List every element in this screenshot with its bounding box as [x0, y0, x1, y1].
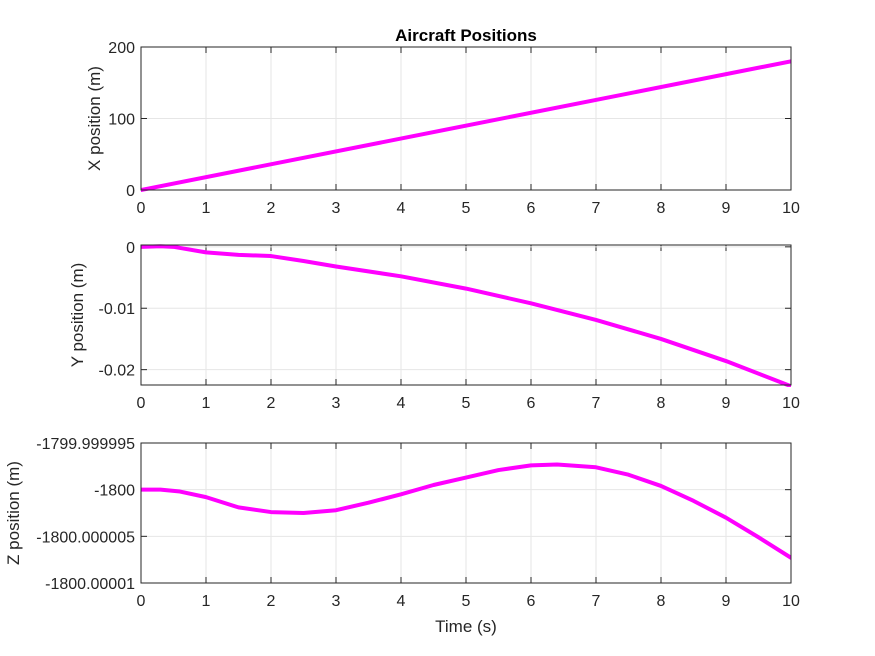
- x-tick-label: 9: [722, 593, 731, 610]
- x-tick-label: 1: [202, 395, 211, 412]
- x-tick-label: 6: [527, 200, 536, 217]
- x-tick-label: 8: [657, 200, 666, 217]
- y-tick-label: -1800.000005: [36, 529, 135, 546]
- y-axis-label: X position (m): [85, 66, 104, 171]
- subplot-3: 0 1 2 3 4 5 6 7 8 9 10 -1800.00001 -1800.000005 -1800…: [4, 436, 800, 636]
- x-tick-label: 3: [332, 395, 341, 412]
- subplot-2: 0 1 2 3 4 5 6 7 8 9 10 -0.02 -0.01 0 Y position (m): [68, 240, 800, 412]
- x-axis-label: Time (s): [435, 617, 497, 636]
- x-tick-label: 7: [592, 395, 601, 412]
- x-tick-label: 5: [462, 200, 471, 217]
- x-tick-label: 9: [722, 395, 731, 412]
- x-tick-label: 3: [332, 200, 341, 217]
- y-axis-label: Z position (m): [4, 461, 23, 565]
- x-tick-label: 4: [397, 395, 406, 412]
- x-tick-label: 2: [267, 395, 276, 412]
- x-tick-label: 10: [782, 395, 800, 412]
- x-tick-label: 4: [397, 593, 406, 610]
- axes-frame: [140, 442, 792, 584]
- y-tick-label: -1800.00001: [45, 576, 135, 593]
- x-tick-label: 5: [462, 593, 471, 610]
- x-tick-label: 2: [267, 593, 276, 610]
- x-tick-label: 6: [527, 395, 536, 412]
- x-tick-label: 8: [657, 395, 666, 412]
- x-tick-label: 1: [202, 200, 211, 217]
- x-tick-label: 7: [592, 200, 601, 217]
- x-tick-label: 2: [267, 200, 276, 217]
- y-tick-label: -0.01: [99, 301, 136, 318]
- x-tick-label: 10: [782, 593, 800, 610]
- x-tick-label: 0: [137, 593, 146, 610]
- y-axis-label: Y position (m): [68, 263, 87, 368]
- x-tick-label: 0: [137, 200, 146, 217]
- series-line-1: [141, 59, 791, 192]
- y-tick-label: 200: [108, 40, 135, 57]
- y-tick-label: 100: [108, 112, 135, 129]
- x-tick-label: 7: [592, 593, 601, 610]
- x-tick-label: 0: [137, 395, 146, 412]
- series-line-1: [141, 462, 791, 560]
- x-tick-label: 9: [722, 200, 731, 217]
- y-tick-label: 0: [126, 240, 135, 257]
- y-tick-label: -1799.999995: [36, 436, 135, 453]
- axes-frame: [140, 244, 792, 386]
- x-tick-label: 1: [202, 593, 211, 610]
- x-tick-label: 10: [782, 200, 800, 217]
- y-tick-label: -1800: [94, 483, 135, 500]
- y-tick-label: -0.02: [99, 363, 136, 380]
- x-tick-label: 6: [527, 593, 536, 610]
- x-tick-label: 4: [397, 200, 406, 217]
- x-tick-label: 3: [332, 593, 341, 610]
- chart-title: Aircraft Positions: [395, 26, 537, 45]
- series-line-1: [141, 244, 791, 387]
- x-tick-label: 5: [462, 395, 471, 412]
- axes-frame: [140, 46, 792, 191]
- x-tick-label: 8: [657, 593, 666, 610]
- y-tick-label: 0: [126, 183, 135, 200]
